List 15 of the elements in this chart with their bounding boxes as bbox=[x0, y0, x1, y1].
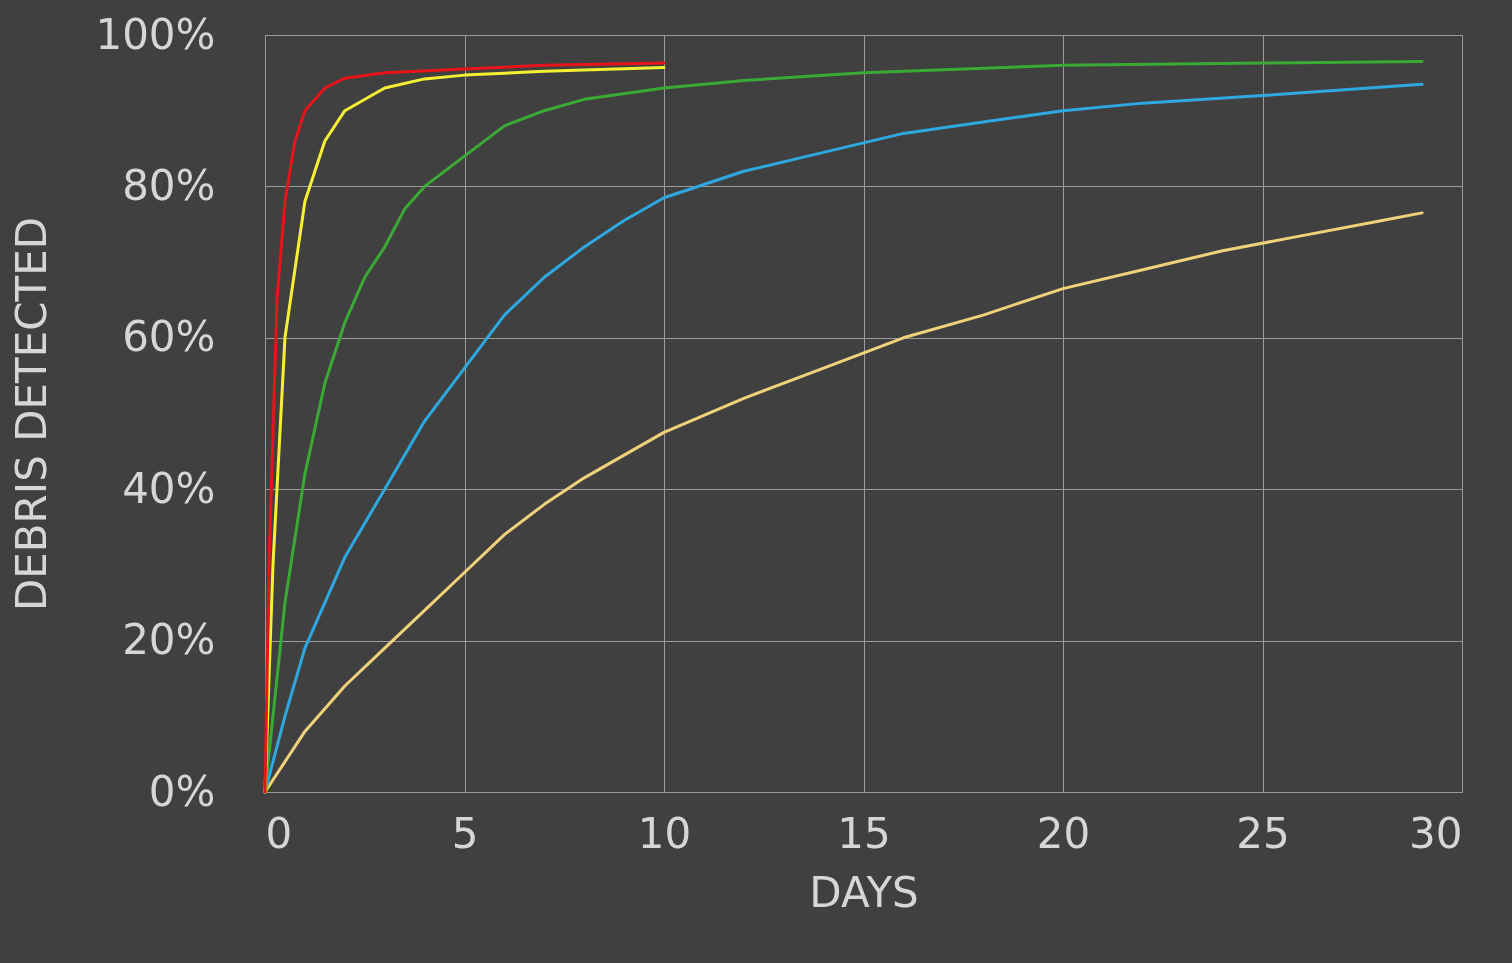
x-tick-label: 25 bbox=[1236, 808, 1290, 858]
y-tick-label: 20% bbox=[122, 615, 216, 665]
x-tick-label: 15 bbox=[837, 808, 891, 858]
y-tick-label: 80% bbox=[122, 160, 216, 210]
y-tick-label: 100% bbox=[95, 9, 216, 59]
x-tick-label: 0 bbox=[265, 808, 293, 858]
y-tick-label: 40% bbox=[122, 463, 216, 513]
x-tick-label: 10 bbox=[637, 808, 692, 858]
y-axis-title: DEBRIS DETECTED bbox=[7, 216, 57, 612]
x-tick-label: 30 bbox=[1409, 808, 1463, 858]
x-tick-label: 5 bbox=[451, 808, 479, 858]
y-tick-label: 60% bbox=[122, 312, 216, 362]
x-axis-title: DAYS bbox=[809, 867, 919, 917]
y-tick-label: 0% bbox=[148, 766, 216, 816]
x-tick-label: 20 bbox=[1036, 808, 1091, 858]
